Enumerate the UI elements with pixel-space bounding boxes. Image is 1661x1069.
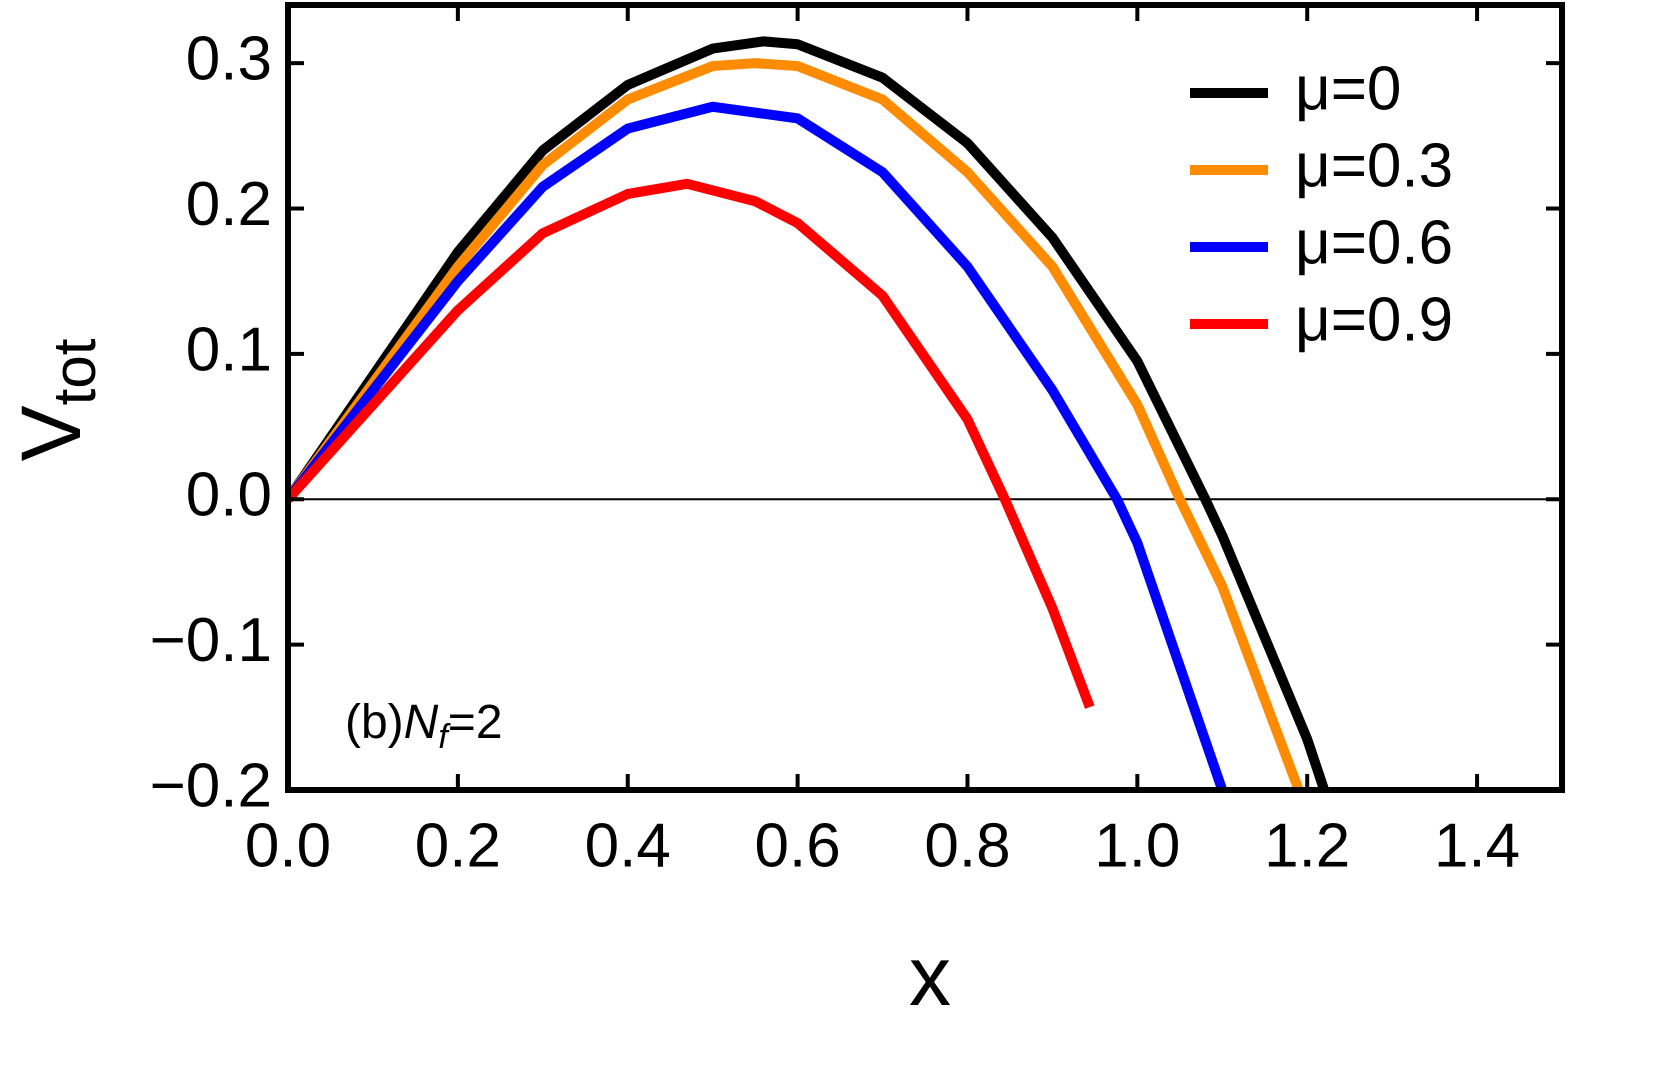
annotation-main: N xyxy=(404,696,439,749)
x-tick-label: 0.0 xyxy=(245,811,331,880)
legend-label: μ=0.6 xyxy=(1295,208,1453,277)
y-label-sub: tot xyxy=(41,338,108,405)
y-axis-label: Vtot xyxy=(4,338,108,461)
line-series xyxy=(288,178,1095,709)
x-tick-label: 0.4 xyxy=(585,811,671,880)
x-tick-label: 1.4 xyxy=(1434,811,1520,880)
x-tick-label: 1.2 xyxy=(1264,811,1350,880)
plot xyxy=(288,36,1562,790)
legend-label: μ=0.9 xyxy=(1295,285,1453,354)
y-label-main: V xyxy=(4,405,98,461)
y-tick-label: −0.2 xyxy=(150,751,272,820)
x-axis-label: x xyxy=(909,929,951,1023)
line-series xyxy=(288,36,1329,790)
legend-label: μ=0 xyxy=(1295,54,1401,123)
y-tick-label: −0.1 xyxy=(150,606,272,675)
y-tick-label: 0.2 xyxy=(186,170,272,239)
y-tick-label: 0.1 xyxy=(186,315,272,384)
x-tick-label: 0.2 xyxy=(415,811,501,880)
y-tick-label: 0.3 xyxy=(186,25,272,94)
x-tick-label: 1.0 xyxy=(1094,811,1180,880)
x-tick-label: 0.8 xyxy=(924,811,1010,880)
annotation-prefix: (b) xyxy=(345,696,404,749)
annotation: (b)Nf=2 xyxy=(345,696,503,756)
plot-frame xyxy=(285,2,1565,793)
y-tick-label: 0.0 xyxy=(186,461,272,530)
line-series xyxy=(288,101,1227,790)
line-series xyxy=(288,58,1304,790)
x-tick-label: 0.6 xyxy=(754,811,840,880)
annotation-suffix: =2 xyxy=(448,696,503,749)
legend-label: μ=0.3 xyxy=(1295,131,1453,200)
